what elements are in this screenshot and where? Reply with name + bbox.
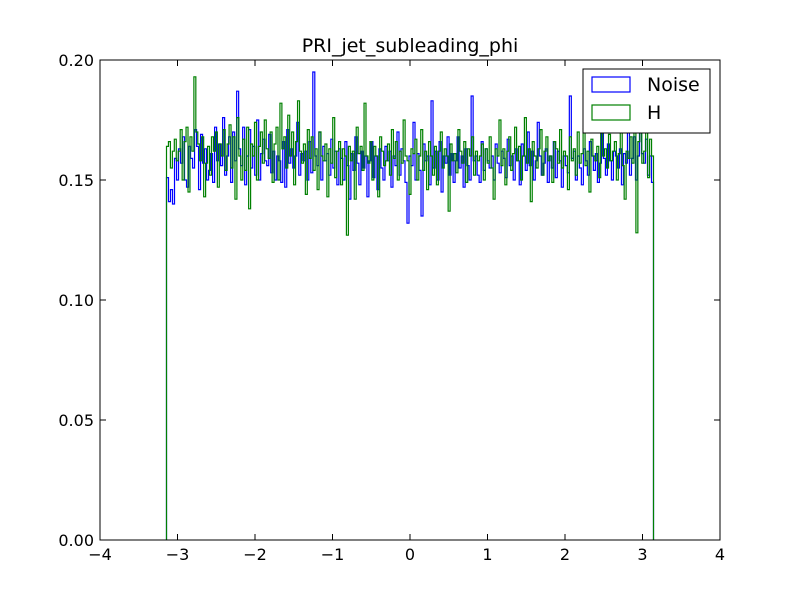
- legend-label-noise: Noise: [647, 74, 700, 96]
- y-tick-label: 0.05: [58, 411, 94, 430]
- series-h-histogram: [165, 76, 655, 540]
- series-layer: [165, 71, 655, 540]
- x-tick-label: −4: [88, 545, 112, 564]
- legend: Noise H: [582, 68, 711, 134]
- x-tick-label: −2: [243, 545, 267, 564]
- chart-title: PRI_jet_subleading_phi: [302, 35, 519, 57]
- y-tick-label: 0.20: [58, 51, 94, 70]
- x-tick-label: −3: [166, 545, 190, 564]
- legend-label-h: H: [647, 102, 661, 124]
- ticks-layer: −4 −3 −2 −1 0 1 2 3 4 0.00 0.05 0.10 0.15 0.20: [58, 51, 725, 564]
- x-tick-label: −1: [321, 545, 345, 564]
- x-tick-label: 2: [560, 545, 570, 564]
- x-tick-label: 1: [482, 545, 492, 564]
- x-tick-label: 0: [405, 545, 415, 564]
- y-tick-label: 0.15: [58, 171, 94, 190]
- y-tick-label: 0.00: [58, 531, 94, 550]
- x-tick-label: 4: [715, 545, 725, 564]
- legend-swatch-h: [591, 104, 631, 121]
- legend-swatch-noise: [591, 76, 631, 93]
- x-tick-label: 3: [637, 545, 647, 564]
- y-tick-label: 0.10: [58, 291, 94, 310]
